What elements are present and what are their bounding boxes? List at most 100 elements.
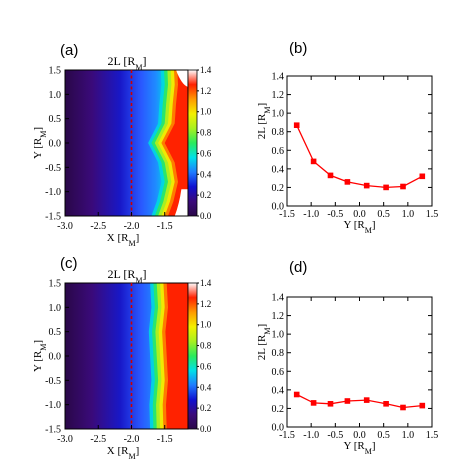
data-point xyxy=(400,183,406,190)
data-point xyxy=(400,404,406,411)
plot-frame xyxy=(286,75,433,207)
heatmap-title: 2L [RM] xyxy=(107,267,146,285)
y-tick-label: 0.5 xyxy=(49,327,62,338)
colorbar-tick-label: 0.4 xyxy=(200,169,212,179)
colorbar-tick-label: 0.0 xyxy=(200,211,212,221)
colorbar-tick-label: 0.8 xyxy=(200,128,212,138)
x-axis-label: Y [RM] xyxy=(343,219,375,235)
x-tick-label: -1.5 xyxy=(157,434,173,445)
x-tick-label: -2.0 xyxy=(124,221,140,232)
x-tick-label: -0.5 xyxy=(327,430,343,441)
x-tick-label: -1.5 xyxy=(279,209,295,220)
heatmap-field xyxy=(65,70,188,216)
x-tick-label: 1.5 xyxy=(426,430,439,441)
heatmap-title: 2L [RM] xyxy=(107,54,146,72)
y-tick-label: 0.0 xyxy=(272,423,285,434)
y-tick-label: 0.4 xyxy=(272,385,285,396)
saturation-patch xyxy=(176,70,188,88)
heatmap-band xyxy=(164,70,188,216)
colorbar-tick-label: 1.0 xyxy=(200,320,212,330)
data-point xyxy=(383,401,389,407)
colorbar-tick-label: 1.4 xyxy=(200,278,212,288)
heatmap-band xyxy=(165,283,188,429)
x-tick-label: -1.0 xyxy=(303,430,319,441)
colorbar xyxy=(187,69,198,217)
data-point xyxy=(293,122,300,128)
data-point xyxy=(310,158,317,165)
data-point xyxy=(344,398,351,404)
y-axis-label: 2L [RM] xyxy=(256,324,272,360)
data-point xyxy=(419,173,426,180)
x-tick-label: -1.5 xyxy=(279,430,295,441)
colorbar-tick-label: 0.0 xyxy=(200,424,212,434)
panel-label-d: (d) xyxy=(289,259,307,276)
series-line xyxy=(296,124,423,189)
y-tick-label: 0.6 xyxy=(272,146,285,157)
panel-label-a: (a) xyxy=(60,42,78,59)
colorbar xyxy=(187,282,198,430)
data-point xyxy=(419,402,426,409)
x-tick-label: -3.0 xyxy=(57,221,73,232)
x-tick-label: -0.5 xyxy=(327,209,343,220)
data-point xyxy=(310,400,317,406)
y-tick-label: 1.5 xyxy=(49,279,62,290)
panel-label-b: (b) xyxy=(289,40,307,57)
colorbar-tick-label: 1.2 xyxy=(200,86,211,96)
y-tick-label: 0.0 xyxy=(272,202,285,213)
y-tick-label: -1.5 xyxy=(45,425,61,436)
y-tick-label: 1.4 xyxy=(272,293,285,304)
panel-b: (b) -1.5 -1.0 -0.5 0.0 0.5 1.0 1.5 0.0 0.2 0.4 0.6 0… xyxy=(256,40,438,235)
x-tick-label: 0.5 xyxy=(377,430,390,441)
y-tick-label: 1.0 xyxy=(49,303,62,314)
y-tick-label: -1.0 xyxy=(45,400,61,411)
y-tick-label: 0.0 xyxy=(49,352,62,363)
y-tick-label: -1.5 xyxy=(45,212,61,223)
y-tick-label: 1.4 xyxy=(272,72,285,83)
data-point xyxy=(327,401,334,407)
y-tick-label: 0.4 xyxy=(272,164,285,175)
colorbar-tick-label: 1.4 xyxy=(200,65,212,75)
colorbar-tick-label: 0.2 xyxy=(200,403,211,413)
colorbar-tick-label: 0.2 xyxy=(200,190,211,200)
data-point xyxy=(344,179,351,185)
data-point xyxy=(383,184,389,191)
y-tick-label: 0.6 xyxy=(272,367,285,378)
x-tick-label: -1.5 xyxy=(157,221,173,232)
y-tick-label: 0.2 xyxy=(272,183,285,194)
y-tick-label: 0.8 xyxy=(272,127,285,138)
y-tick-label: 0.8 xyxy=(272,348,285,359)
colorbar-tick-label: 1.2 xyxy=(200,299,211,309)
x-tick-label: -2.5 xyxy=(90,221,106,232)
x-tick-label: 0.0 xyxy=(353,209,366,220)
x-tick-label: -3.0 xyxy=(57,434,73,445)
panel-d: (d) -1.5 -1.0 -0.5 0.0 0.5 1.0 1.5 0.0 0.2 0.4 0.6 0… xyxy=(256,259,438,456)
colorbar-tick-label: 0.4 xyxy=(200,382,212,392)
x-axis-label: X [RM] xyxy=(107,232,140,248)
x-axis-label: X [RM] xyxy=(107,445,140,461)
plot-frame xyxy=(286,296,433,428)
x-tick-label: -2.0 xyxy=(124,434,140,445)
y-tick-label: 1.5 xyxy=(49,66,62,77)
y-tick-label: 1.0 xyxy=(272,330,285,341)
x-axis-label: Y [RM] xyxy=(343,440,375,456)
data-point xyxy=(293,391,300,398)
x-tick-label: 1.0 xyxy=(402,209,415,220)
colorbar-tick-label: 0.6 xyxy=(200,148,212,158)
y-tick-label: 0.0 xyxy=(49,139,62,150)
colorbar-tick-label: 0.6 xyxy=(200,361,212,371)
y-tick-label: 1.2 xyxy=(272,311,285,322)
x-tick-label: 1.5 xyxy=(426,209,439,220)
y-tick-label: -1.0 xyxy=(45,187,61,198)
colorbar-tick-label: 0.8 xyxy=(200,341,212,351)
panel-a: (a) -3.0 -2.5 -2.0 -1.5 -1.5 -1.0 -0.5 0.0 0.5 1.0… xyxy=(32,42,212,248)
data-point xyxy=(363,182,370,189)
y-axis-label: Y [RM] xyxy=(32,340,48,372)
panel-label-c: (c) xyxy=(60,255,78,272)
x-tick-label: 0.5 xyxy=(377,209,390,220)
y-tick-label: -0.5 xyxy=(45,376,61,387)
y-tick-label: 0.5 xyxy=(49,114,62,125)
x-tick-label: 1.0 xyxy=(402,430,415,441)
y-tick-label: 0.2 xyxy=(272,404,285,415)
y-axis-label: Y [RM] xyxy=(32,127,48,159)
